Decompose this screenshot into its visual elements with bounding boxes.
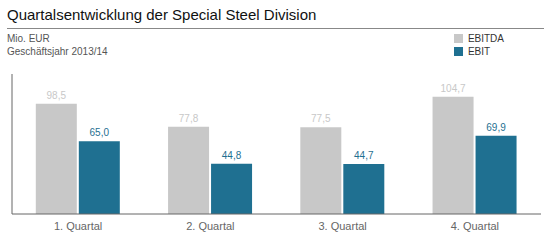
html-text:Quartalsentwicklung der Specia: Quartalsentwicklung der Special Steel Di… bbox=[7, 6, 317, 23]
html-text:EBIT: EBIT bbox=[467, 46, 491, 57]
html-text:Mio. EUR: Mio. EUR bbox=[7, 33, 50, 44]
svg-text:77,5: 77,5 bbox=[311, 113, 331, 124]
html-text:Geschäftsjahr 2013/14: Geschäftsjahr 2013/14 bbox=[7, 46, 108, 57]
svg-text:4. Quartal: 4. Quartal bbox=[451, 220, 499, 232]
svg-text:3. Quartal: 3. Quartal bbox=[318, 220, 366, 232]
svg-text:69,9: 69,9 bbox=[486, 122, 506, 133]
svg-text:44,8: 44,8 bbox=[222, 150, 242, 161]
svg-text:2. Quartal: 2. Quartal bbox=[186, 220, 234, 232]
svg-text:1. Quartal: 1. Quartal bbox=[54, 220, 102, 232]
html-text:EBITDA: EBITDA bbox=[467, 33, 504, 44]
svg-text:104,7: 104,7 bbox=[441, 83, 466, 94]
svg-text:44,7: 44,7 bbox=[354, 150, 374, 161]
svg-text:98,5: 98,5 bbox=[47, 90, 67, 101]
svg-text:77,8: 77,8 bbox=[179, 113, 199, 124]
svg-text:65,0: 65,0 bbox=[90, 127, 110, 138]
